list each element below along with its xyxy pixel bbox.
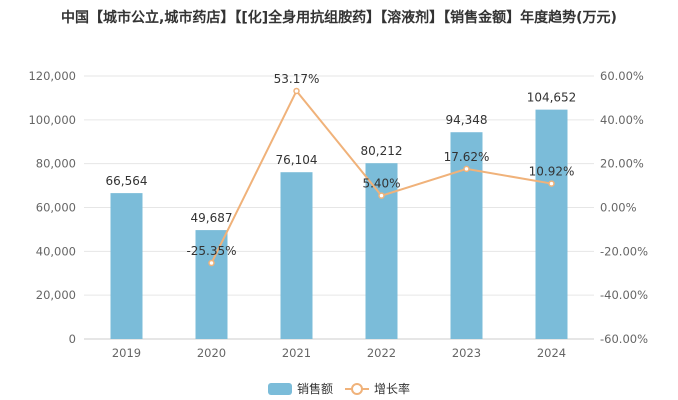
- bar: [280, 172, 313, 339]
- legend-line-label: 增长率: [374, 381, 410, 396]
- left-axis-tick: 20,000: [36, 288, 76, 302]
- bar-label: 94,348: [446, 113, 488, 127]
- left-axis-tick: 60,000: [36, 201, 76, 215]
- right-axis-tick: 20.00%: [600, 157, 644, 171]
- legend-bar-swatch: [268, 383, 292, 395]
- left-axis-tick: 80,000: [36, 157, 76, 171]
- right-axis-tick: 40.00%: [600, 113, 644, 127]
- left-axis-tick: 100,000: [28, 113, 76, 127]
- line-point: [293, 87, 300, 95]
- right-axis-tick: -60.00%: [600, 332, 648, 346]
- left-axis-tick: 0: [69, 332, 76, 346]
- right-axis-tick: -20.00%: [600, 244, 648, 258]
- bar-label: 104,652: [527, 91, 577, 105]
- bar-label: 49,687: [191, 211, 233, 225]
- x-axis-tick: 2021: [282, 346, 311, 360]
- x-axis-tick: 2022: [367, 346, 396, 360]
- bar-label: 66,564: [106, 174, 148, 188]
- line-point: [463, 165, 470, 173]
- bar: [535, 109, 568, 340]
- chart-title: 中国【城市公立,城市药店】【[化]全身用抗组胺药】【溶液剂】【销售金额】年度趋势…: [61, 10, 617, 26]
- line-label: 17.62%: [444, 150, 490, 164]
- line-label: 5.40%: [362, 177, 400, 191]
- bar-label: 76,104: [276, 153, 318, 167]
- right-axis-tick: -40.00%: [600, 288, 648, 302]
- line-point: [208, 259, 215, 267]
- legend-bar-label: 销售额: [297, 381, 333, 396]
- x-axis-tick: 2024: [537, 346, 566, 360]
- right-axis-tick: 0.00%: [600, 201, 637, 215]
- right-axis-tick: 60.00%: [600, 69, 644, 83]
- bar: [110, 193, 143, 339]
- line-label: 10.92%: [529, 165, 575, 179]
- left-axis-tick: 120,000: [28, 69, 76, 83]
- x-axis-tick: 2019: [112, 346, 141, 360]
- line-point: [378, 192, 385, 199]
- line-point: [548, 180, 555, 187]
- x-axis-tick: 2020: [197, 346, 226, 360]
- legend-line-marker: [351, 383, 363, 395]
- bar-label: 80,212: [361, 144, 403, 158]
- x-axis-tick: 2023: [452, 346, 481, 360]
- line-label: 53.17%: [274, 72, 320, 86]
- left-axis-tick: 40,000: [36, 244, 76, 258]
- line-label: -25.35%: [186, 244, 236, 258]
- bar: [195, 230, 228, 339]
